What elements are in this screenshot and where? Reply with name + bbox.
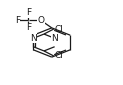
Text: F: F: [15, 16, 20, 25]
Text: Cl: Cl: [55, 51, 64, 60]
Text: Cl: Cl: [55, 25, 64, 34]
Text: F: F: [26, 8, 31, 17]
Text: N: N: [51, 34, 58, 43]
Text: F: F: [26, 23, 31, 32]
Text: O: O: [37, 16, 44, 25]
Text: N: N: [30, 34, 37, 43]
